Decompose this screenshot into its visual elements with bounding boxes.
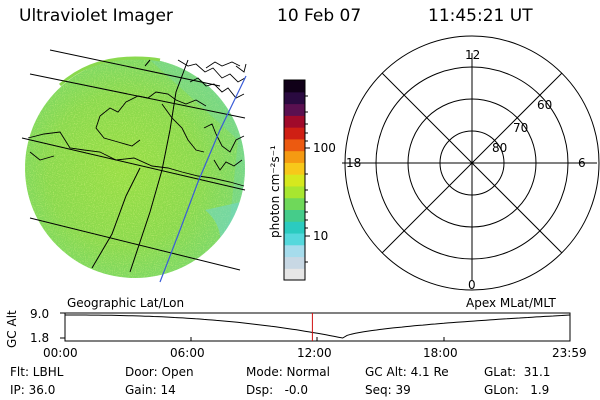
date-label: 10 Feb 07 bbox=[277, 6, 362, 26]
status-seq: Seq: 39 bbox=[365, 383, 411, 397]
colorbar-cell bbox=[284, 209, 305, 222]
colorbar-unit-label: photon cm⁻²s⁻¹ bbox=[268, 145, 282, 238]
apex-caption: Apex MLat/MLT bbox=[466, 296, 556, 310]
polar-plot bbox=[342, 35, 600, 291]
colorbar-cell bbox=[284, 268, 305, 281]
altitude-curve bbox=[65, 314, 571, 339]
colorbar-cell bbox=[284, 80, 305, 93]
mlat-label-70: 70 bbox=[513, 121, 529, 135]
mlt-label-12: 12 bbox=[465, 48, 481, 62]
timeline-ylabel: GC Alt bbox=[5, 310, 19, 348]
geo-grid bbox=[21, 49, 246, 273]
mlat-label-80: 80 bbox=[492, 141, 508, 155]
colorbar-cell bbox=[284, 162, 305, 175]
coastlines bbox=[27, 59, 247, 187]
status-gc-alt: GC Alt: 4.1 Re bbox=[365, 365, 449, 379]
colorbar-cells bbox=[284, 80, 305, 281]
time-label: 11:45:21 UT bbox=[428, 6, 533, 26]
colorbar-cell bbox=[284, 174, 305, 187]
colorbar-frame bbox=[283, 79, 306, 281]
colorbar-cell bbox=[284, 232, 305, 246]
mlt-label-0: 0 bbox=[468, 278, 476, 292]
colorbar-cell bbox=[284, 197, 305, 211]
mlat-label-60: 60 bbox=[537, 98, 553, 112]
colorbar-cell bbox=[284, 221, 305, 234]
uv-image-edge bbox=[58, 56, 161, 87]
timeline-frame bbox=[64, 312, 571, 342]
status-door: Door: Open bbox=[125, 365, 194, 379]
polar-diagonal-2 bbox=[381, 72, 563, 254]
timeline-ymin: 1.8 bbox=[30, 331, 50, 345]
status-dsp: Dsp: -0.0 bbox=[246, 383, 309, 397]
timeline-ymax: 9.0 bbox=[30, 307, 50, 321]
timeline-xlabel-2359: 23:59 bbox=[552, 346, 587, 360]
colorbar-cell bbox=[284, 91, 305, 105]
uv-image-noise bbox=[25, 58, 245, 278]
timeline-plot bbox=[60, 312, 571, 342]
status-glat: GLat: 31.1 bbox=[484, 365, 551, 379]
mlt-label-6: 6 bbox=[578, 156, 586, 170]
terminator-line bbox=[159, 75, 247, 283]
colorbar-cell bbox=[284, 150, 305, 163]
colorbar-cell bbox=[284, 244, 305, 258]
colorbar-minor-ticks bbox=[305, 95, 308, 263]
timeline-xlabel-0600: 06:00 bbox=[170, 346, 205, 360]
status-gain: Gain: 14 bbox=[125, 383, 176, 397]
timeline-ticks bbox=[60, 312, 445, 341]
timeline-xlabel-1200: 12:00 bbox=[297, 346, 332, 360]
uv-image bbox=[25, 56, 245, 278]
status-mode: Mode: Normal bbox=[246, 365, 330, 379]
instrument-title: Ultraviolet Imager bbox=[19, 6, 173, 26]
colorbar-cell bbox=[284, 103, 305, 116]
status-filter: Flt: LBHL bbox=[10, 365, 64, 379]
colorbar-label-100: 100 bbox=[313, 141, 336, 155]
timeline-xlabel-0000: 00:00 bbox=[43, 346, 78, 360]
colorbar-cell bbox=[284, 138, 305, 152]
colorbar-cell bbox=[284, 256, 305, 269]
mlt-label-18: 18 bbox=[346, 156, 362, 170]
colorbar-label-10: 10 bbox=[313, 229, 329, 243]
status-ip: IP: 36.0 bbox=[10, 383, 56, 397]
timeline-xlabel-1800: 18:00 bbox=[423, 346, 458, 360]
status-glon: GLon: 1.9 bbox=[484, 383, 550, 397]
colorbar-cell bbox=[284, 127, 305, 140]
colorbar bbox=[283, 79, 310, 281]
colorbar-cell bbox=[284, 185, 305, 199]
colorbar-cell bbox=[284, 115, 305, 128]
uv-image-edge-glow bbox=[150, 60, 245, 278]
geographic-caption: Geographic Lat/Lon bbox=[67, 296, 185, 310]
